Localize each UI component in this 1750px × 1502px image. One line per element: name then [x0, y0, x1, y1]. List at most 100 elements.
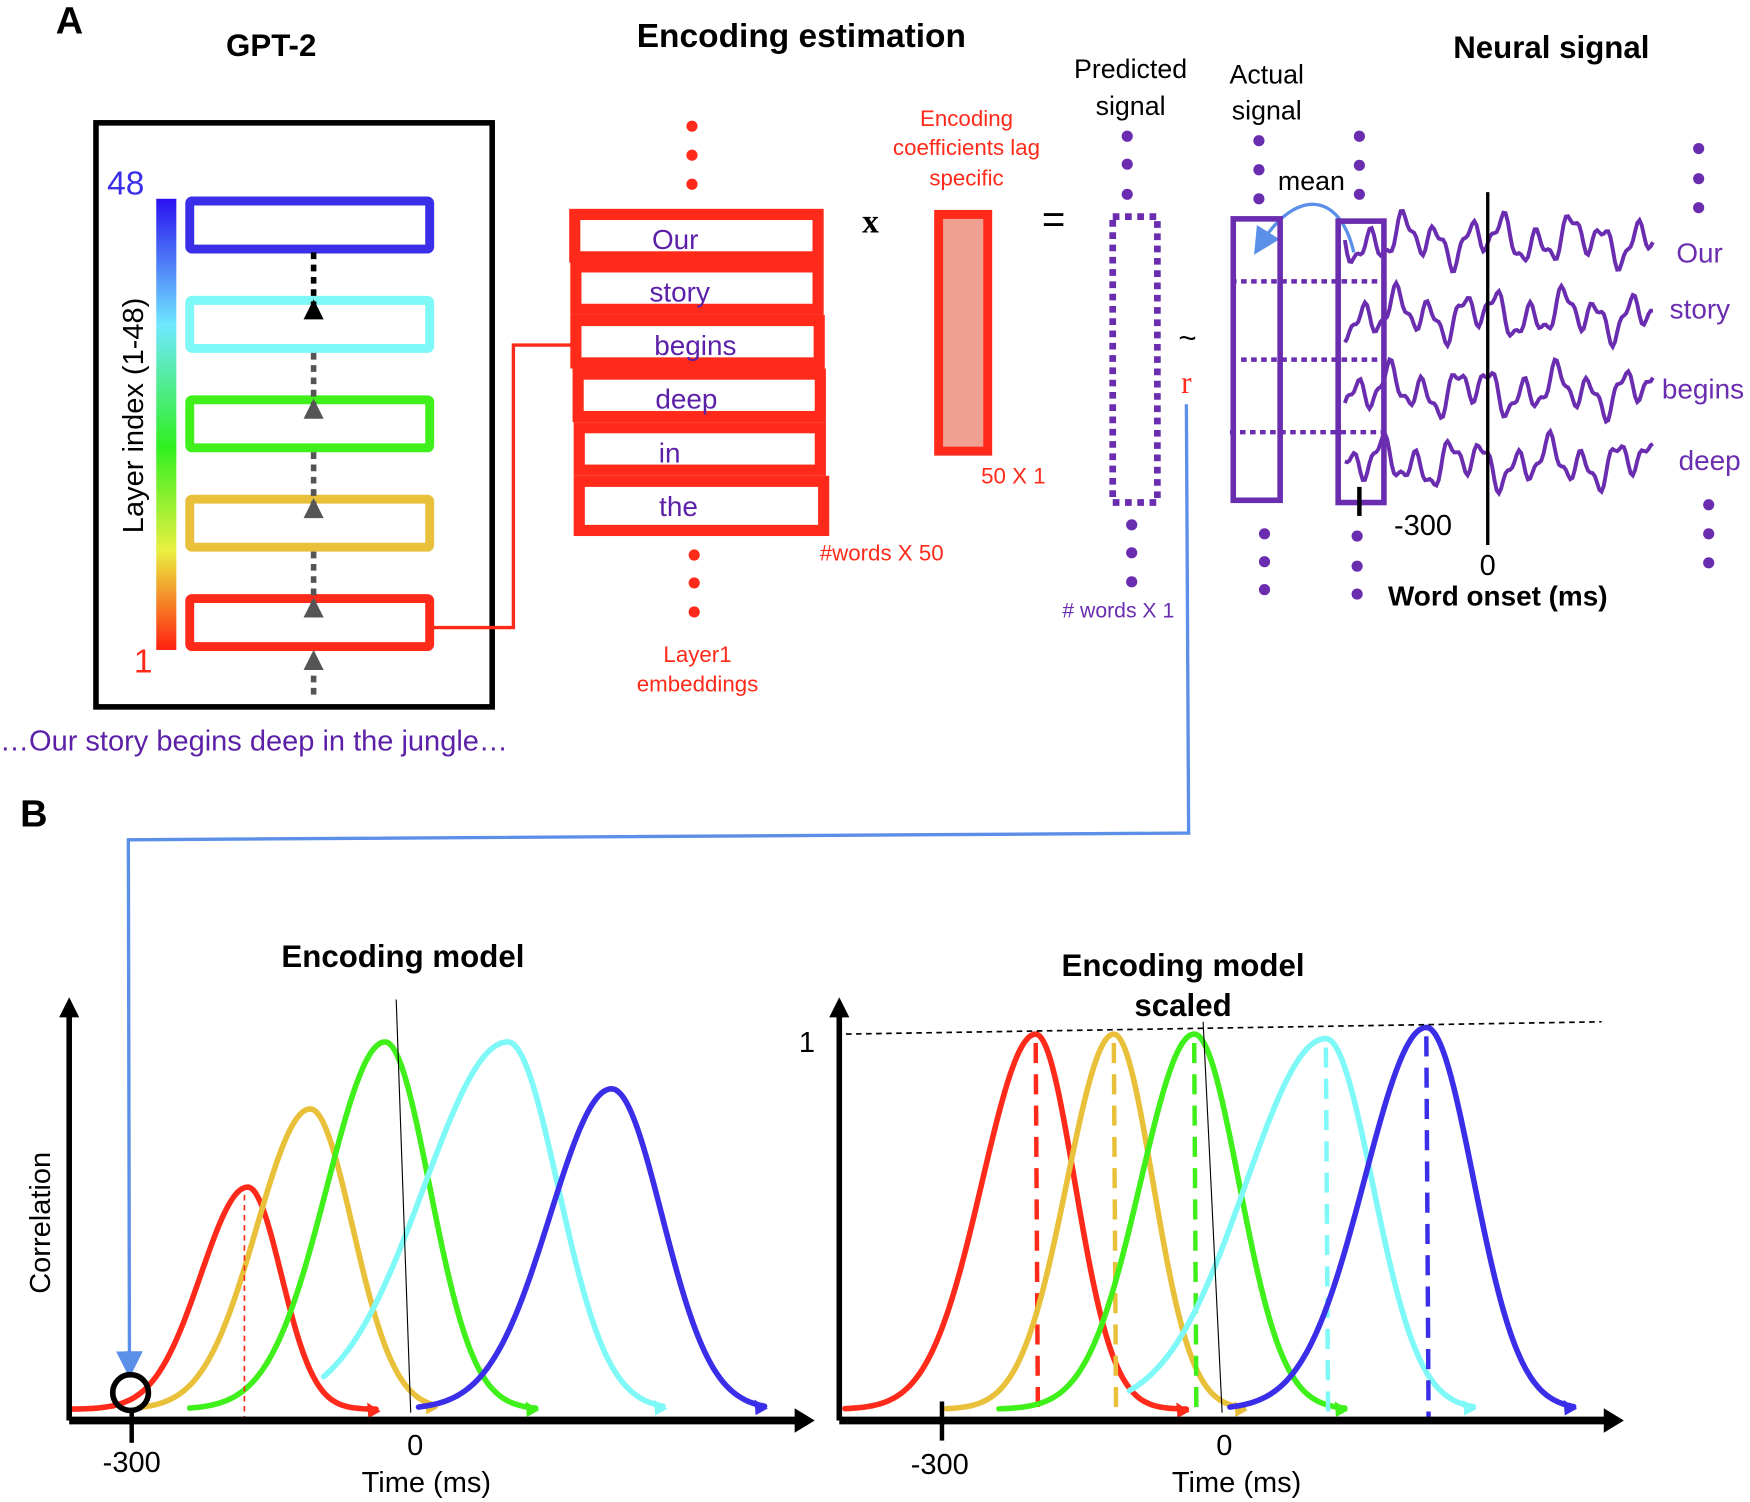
zero-line [395, 999, 412, 1413]
ellipsis-dot [1351, 530, 1363, 542]
left-xlabel: Time (ms) [362, 1467, 491, 1499]
embedding-matrix: Our story begins deep in the [569, 208, 830, 537]
embedding-word: Our [652, 224, 699, 255]
actual-signal-mean-column [1230, 216, 1283, 504]
y-axis-arrow-icon [59, 997, 80, 1018]
layer-embedding-label: embeddings [637, 671, 759, 696]
layer-curve [136, 1106, 437, 1411]
right-xlabel: Time (ms) [1172, 1467, 1301, 1499]
layer-curve [415, 1086, 768, 1410]
curve-arrowhead-icon [367, 1402, 381, 1419]
layer-embedding-label: Layer1 [663, 642, 731, 667]
gpt2-title: GPT-2 [226, 28, 316, 63]
ellipsis-dots [686, 120, 1715, 618]
embedding-word: in [659, 437, 681, 468]
layer-colorbar [156, 198, 177, 650]
panel-label-a: A [56, 0, 83, 42]
r-to-encoding-connector [116, 404, 1191, 1379]
encoding-model-scaled-plot [829, 997, 1624, 1441]
approx-symbol: ~ [1178, 320, 1196, 355]
left-tick-neg: -300 [103, 1447, 161, 1479]
encoding-model-plot [59, 997, 815, 1443]
ellipsis-dot [1703, 499, 1715, 511]
arrowhead-icon [303, 299, 324, 320]
layer-curve [69, 1184, 379, 1412]
curve-arrowhead-icon [1176, 1402, 1190, 1419]
ellipsis-dot [686, 120, 698, 132]
ellipsis-dot [1121, 158, 1133, 170]
neural-trace [1343, 278, 1654, 351]
embedding-word: the [659, 491, 698, 522]
neural-tick-zero: 0 [1480, 550, 1496, 582]
ellipsis-dot [1253, 164, 1265, 176]
multiply-symbol: x [862, 203, 879, 240]
actual-label: Actual [1230, 60, 1304, 90]
curve-arrowhead-icon [654, 1399, 668, 1416]
ellipsis-dot [1126, 547, 1138, 559]
curve-arrowhead-icon [1463, 1399, 1477, 1416]
arrowhead-icon [303, 498, 324, 519]
layer-max-label: 48 [107, 165, 144, 202]
left-tick-zero: 0 [407, 1430, 423, 1462]
ellipsis-dot [1121, 130, 1133, 142]
predicted-signal-vector [1109, 213, 1161, 506]
ellipsis-dot [1258, 556, 1271, 568]
ellipsis-dot [686, 178, 698, 190]
ellipsis-dot [1258, 528, 1271, 540]
layer-curve [320, 1039, 666, 1409]
layer1-connector [433, 343, 572, 630]
input-sentence: …Our story begins deep in the jungle… [0, 725, 508, 757]
embedding-row [573, 422, 826, 476]
gpt2-model-box [93, 120, 495, 710]
lag-marker-circle [109, 1371, 152, 1414]
equals-symbol: = [1042, 196, 1065, 241]
ellipsis-dot [1253, 135, 1265, 147]
predicted-dim-label: # words X 1 [1062, 600, 1174, 623]
panel-label-b: B [20, 793, 47, 835]
right-plot-title: scaled [1134, 988, 1231, 1023]
layer-curve [1126, 1035, 1477, 1410]
peak-marker [1033, 1043, 1041, 1421]
neural-word: Our [1676, 237, 1723, 268]
arrowhead-icon [303, 649, 324, 671]
coef-label: specific [929, 165, 1003, 190]
layer-box [185, 594, 435, 652]
embedding-row [573, 475, 830, 537]
gpt2-layers [185, 196, 435, 695]
ellipsis-dot [1121, 188, 1133, 200]
layer-box [185, 196, 435, 254]
left-plot-title: Encoding model [281, 939, 524, 974]
right-ytick-1: 1 [799, 1027, 815, 1059]
ellipsis-dot [1126, 576, 1138, 588]
embedding-word: begins [654, 330, 736, 361]
neural-trace [1343, 356, 1655, 425]
coefficient-vector [934, 209, 993, 456]
embedding-word: deep [655, 384, 717, 415]
ellipsis-dot [688, 577, 700, 589]
curve-arrowhead-icon [525, 1401, 540, 1418]
right-plot-title: Encoding model [1062, 948, 1305, 983]
neural-word: deep [1679, 445, 1741, 476]
ellipsis-dot [1258, 584, 1271, 596]
peak-marker [1323, 1047, 1331, 1421]
neural-trace [1344, 427, 1654, 498]
row-dividers [1229, 279, 1382, 435]
neural-word: begins [1662, 374, 1744, 405]
matrix-dim-label: #words X 50 [820, 541, 944, 566]
left-ylabel: Correlation [25, 1152, 57, 1294]
neural-title: Neural signal [1453, 30, 1649, 65]
predicted-label: signal [1096, 91, 1166, 121]
ellipsis-dot [1703, 557, 1715, 569]
layer-min-label: 1 [134, 643, 153, 680]
arrowhead-icon [303, 597, 324, 618]
curve-arrowhead-icon [1334, 1401, 1349, 1417]
layer-curve [996, 1031, 1348, 1412]
ellipsis-dot [1353, 130, 1365, 142]
encoding-title: Encoding estimation [637, 18, 966, 55]
ellipsis-dot [1351, 560, 1363, 572]
correlation-r: r [1181, 365, 1192, 400]
embedding-row [572, 368, 826, 423]
coef-label: coefficients lag [893, 135, 1040, 160]
ellipsis-dot [1126, 519, 1138, 531]
x-axis-arrow-icon [1603, 1408, 1624, 1433]
